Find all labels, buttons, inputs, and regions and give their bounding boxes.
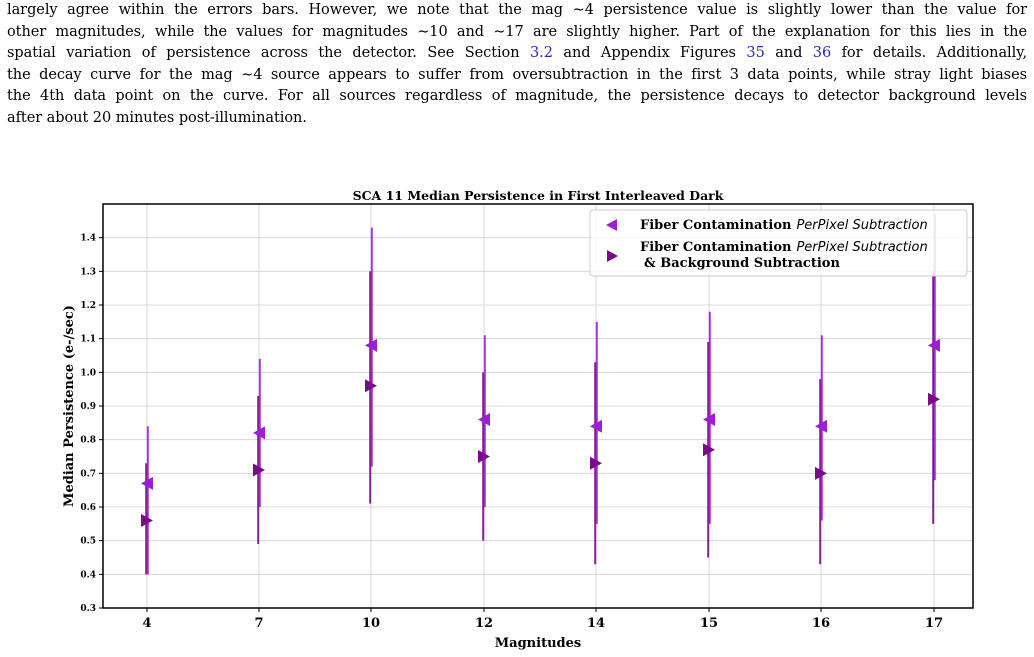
- data-point-series2: [478, 450, 490, 463]
- paragraph-line: the decay curve for the mag ∼4 source ap…: [7, 66, 1027, 83]
- y-tick-label: 1.1: [80, 335, 96, 345]
- data-point-series2: [815, 466, 827, 480]
- y-tick-label: 1.2: [80, 301, 96, 311]
- paragraph-line: largely agree within the errors bars. Ho…: [7, 2, 1027, 18]
- data-point-series1: [253, 426, 265, 440]
- legend-entry-series2: Fiber Contamination PerPixel Subtraction: [640, 240, 928, 255]
- paragraph-line-with-refs: spatial variation of persistence across …: [7, 43, 1027, 65]
- body-paragraph: largely agree within the errors bars. Ho…: [7, 0, 1027, 130]
- y-tick-label: 1.3: [80, 267, 96, 277]
- data-point-series2: [703, 443, 715, 457]
- y-tick-label: 0.5: [80, 537, 96, 547]
- data-point-series2: [590, 456, 602, 470]
- data-point-series1: [815, 419, 827, 433]
- x-tick-label: 14: [587, 616, 605, 631]
- text-fragment: for details. Additionally,: [831, 45, 1027, 62]
- paragraph-line: other magnitudes, while the values for m…: [7, 23, 1027, 40]
- y-tick-label: 1.4: [80, 234, 96, 244]
- legend-entry-series1: Fiber Contamination PerPixel Subtraction: [640, 218, 928, 233]
- legend-marker-left-triangle-icon: [606, 219, 617, 231]
- y-axis-title: Median Persistence (e-/sec): [62, 305, 77, 507]
- text-fragment: spatial variation of persistence across …: [7, 45, 530, 62]
- x-axis-ticks: 4 7 10 12 14 15 16 17: [142, 608, 943, 631]
- legend-marker-right-triangle-icon: [607, 250, 618, 262]
- section-ref-link[interactable]: 3.2: [529, 45, 553, 62]
- y-tick-label: 0.7: [80, 469, 96, 479]
- data-point-series1: [365, 338, 377, 352]
- legend: Fiber Contamination PerPixel Subtraction …: [589, 209, 968, 277]
- paragraph-line: after about 20 minutes post-illumination…: [7, 109, 307, 126]
- x-tick-label: 17: [925, 616, 943, 631]
- x-tick-label: 15: [700, 616, 718, 631]
- figure-ref-link[interactable]: 36: [812, 45, 832, 62]
- x-axis-title: Magnitudes: [495, 636, 581, 651]
- y-tick-label: 0.3: [80, 604, 96, 614]
- data-point-series2: [928, 392, 940, 406]
- x-tick-label: 10: [362, 616, 380, 631]
- data-point-series2: [253, 463, 265, 477]
- y-tick-label: 0.8: [80, 436, 96, 446]
- legend-entry-series2-line2: & Background Subtraction: [644, 256, 840, 271]
- x-tick-label: 16: [812, 616, 830, 631]
- paragraph-line: the 4th data point on the curve. For all…: [7, 88, 1027, 105]
- data-markers: [141, 338, 940, 527]
- y-tick-label: 0.9: [80, 402, 96, 412]
- y-axis-ticks: 0.3 0.4 0.5 0.6 0.7 0.8 0.9 1.0 1.1 1.2 1.3 1.4: [80, 234, 103, 614]
- data-point-series2: [365, 379, 377, 393]
- y-tick-label: 0.6: [80, 503, 96, 513]
- data-point-series1: [141, 476, 153, 490]
- legend-box: [589, 209, 968, 277]
- text-fragment: and: [764, 45, 813, 62]
- data-point-series2: [141, 513, 153, 527]
- chart-title: SCA 11 Median Persistence in First Inter…: [353, 188, 724, 203]
- x-tick-label: 7: [254, 616, 263, 631]
- y-tick-label: 0.4: [80, 570, 96, 580]
- y-tick-label: 1.0: [80, 368, 96, 378]
- text-fragment: and Appendix Figures: [552, 45, 747, 62]
- data-point-series1: [703, 412, 715, 426]
- data-point-series1: [928, 338, 940, 352]
- data-point-series1: [590, 419, 602, 433]
- figure-ref-link[interactable]: 35: [746, 45, 765, 62]
- data-point-series1: [478, 412, 490, 426]
- x-tick-label: 4: [142, 616, 151, 631]
- x-tick-label: 12: [475, 616, 493, 631]
